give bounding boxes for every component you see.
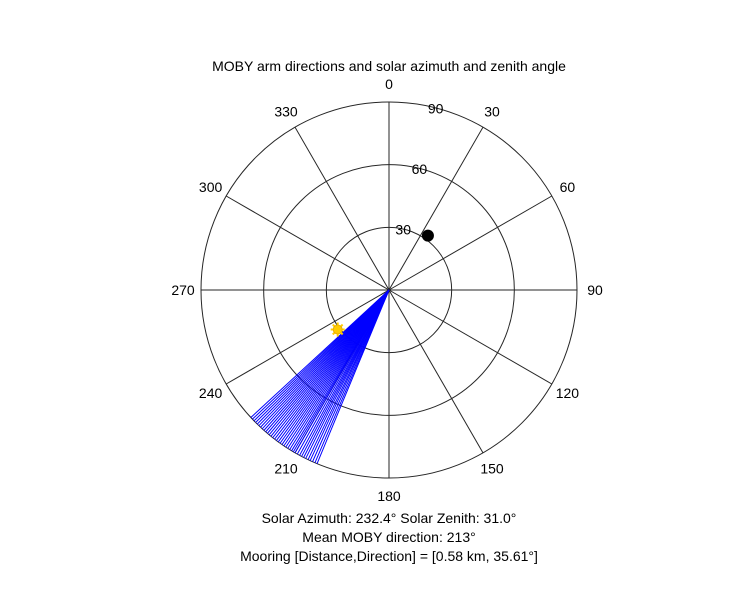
data-series bbox=[250, 229, 434, 464]
grid-spoke-60 bbox=[388, 195, 553, 291]
grid-spoke-330 bbox=[294, 126, 390, 291]
radial-tick-90: 90 bbox=[428, 100, 444, 116]
radial-tick-labels: 30 60 90 bbox=[395, 100, 443, 237]
grid-spoke-300 bbox=[225, 195, 390, 291]
grid-spoke-240 bbox=[225, 289, 390, 385]
solar-caption: Solar Azimuth: 232.4° Solar Zenith: 31.0… bbox=[262, 510, 517, 526]
angle-tick-120: 120 bbox=[556, 385, 580, 401]
moby-arm-line-35 bbox=[250, 289, 390, 418]
sun-marker bbox=[330, 322, 345, 337]
mooring-caption: Mooring [Distance,Direction] = [0.58 km,… bbox=[240, 548, 538, 564]
radial-tick-60: 60 bbox=[412, 161, 428, 177]
angle-tick-60: 60 bbox=[560, 179, 576, 195]
grid-spoke-120 bbox=[388, 289, 553, 385]
moby-direction-caption: Mean MOBY direction: 213° bbox=[302, 529, 475, 545]
sun-disc bbox=[332, 324, 343, 335]
chart-title: MOBY arm directions and solar azimuth an… bbox=[212, 58, 566, 74]
angle-tick-330: 330 bbox=[274, 104, 298, 120]
angle-tick-labels: 0 30 60 90 120 150 180 210 240 270 300 330 bbox=[171, 76, 603, 504]
angle-tick-180: 180 bbox=[377, 488, 401, 504]
angle-tick-30: 30 bbox=[484, 104, 500, 120]
angle-tick-240: 240 bbox=[199, 385, 223, 401]
angle-tick-90: 90 bbox=[587, 282, 603, 298]
angle-tick-270: 270 bbox=[171, 282, 195, 298]
mooring-marker bbox=[421, 229, 434, 242]
angle-tick-0: 0 bbox=[385, 76, 393, 92]
angle-tick-150: 150 bbox=[480, 460, 504, 476]
angle-tick-210: 210 bbox=[274, 460, 298, 476]
radial-tick-30: 30 bbox=[395, 221, 411, 237]
angle-tick-300: 300 bbox=[199, 179, 223, 195]
grid-spoke-150 bbox=[388, 289, 484, 454]
grid-spoke-30 bbox=[388, 126, 484, 291]
